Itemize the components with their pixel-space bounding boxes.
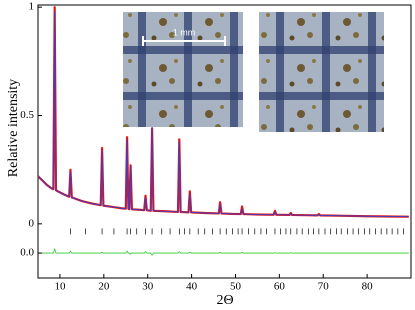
y-tick-label: 1 bbox=[29, 1, 35, 13]
x-tick-label: 80 bbox=[362, 281, 374, 293]
y-axis-label: Relative intensity bbox=[6, 79, 21, 177]
x-tick-label: 10 bbox=[54, 281, 66, 293]
photo-right bbox=[259, 12, 384, 132]
y-tick-label: 0.0 bbox=[20, 247, 34, 259]
x-tick-label: 50 bbox=[230, 281, 242, 293]
x-axis-label: 2Θ bbox=[216, 293, 233, 308]
scale-label: 1 mm bbox=[173, 27, 196, 37]
x-tick-label: 70 bbox=[318, 281, 330, 293]
plot-area bbox=[37, 6, 409, 256]
x-tick-label: 60 bbox=[274, 281, 286, 293]
y-tick-label: 0.5 bbox=[20, 109, 34, 121]
x-tick-label: 30 bbox=[142, 281, 154, 293]
y-tick-label: 0 bbox=[29, 217, 35, 229]
x-tick-label: 20 bbox=[98, 281, 110, 293]
x-tick-label: 40 bbox=[186, 281, 198, 293]
series-line bbox=[38, 248, 409, 256]
series-line bbox=[37, 11, 409, 218]
plot-frame bbox=[37, 4, 412, 279]
photo-left bbox=[123, 12, 243, 127]
